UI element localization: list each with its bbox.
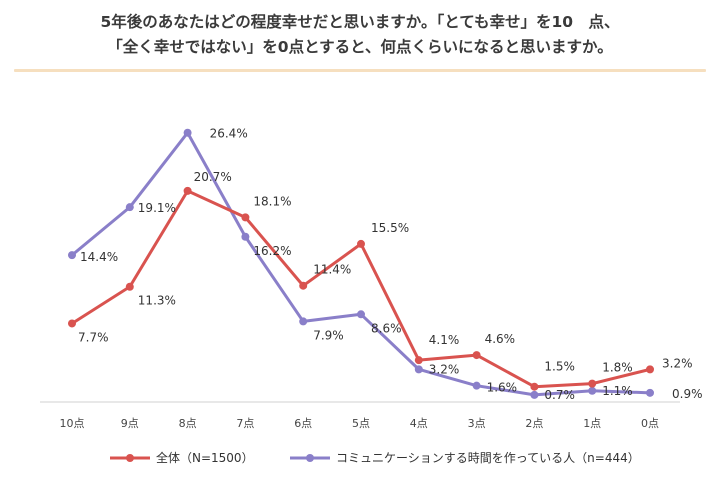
chart-title-line-2: 「全く幸せではない」を0点とすると、何点くらいになると思いますか。 xyxy=(107,38,613,56)
x-tick-label: 8点 xyxy=(179,417,197,430)
x-tick-label: 1点 xyxy=(583,417,601,430)
data-label: 11.3% xyxy=(138,294,176,308)
data-point xyxy=(588,386,597,395)
series-line-2 xyxy=(70,131,652,397)
data-point xyxy=(414,365,423,374)
data-label: 18.1% xyxy=(253,194,291,208)
data-label: 11.4% xyxy=(313,263,351,277)
data-label: 7.9% xyxy=(313,328,344,342)
data-point xyxy=(68,319,76,328)
x-tick-labels: 10点 9点 8点 7点 6点 5点 4点 3点 2点 1点 0点 xyxy=(60,417,660,430)
data-label: 15.5% xyxy=(371,221,409,235)
chart-title: 5年後のあなたはどの程度幸せだと思いますか。「とても幸せ」を10 点、 「全く幸… xyxy=(0,10,720,60)
x-tick-label: 6点 xyxy=(294,417,312,430)
x-tick-label: 10点 xyxy=(60,417,85,430)
data-label: 20.7% xyxy=(194,170,232,184)
data-label: 0.9% xyxy=(672,387,703,401)
data-point xyxy=(588,379,597,388)
data-point xyxy=(646,388,654,397)
legend-marker xyxy=(126,454,134,462)
data-label: 1.1% xyxy=(602,384,633,398)
data-label: 1.8% xyxy=(602,361,633,375)
x-tick-label: 5点 xyxy=(352,417,370,430)
data-point xyxy=(530,382,539,391)
data-label: 3.2% xyxy=(662,356,693,370)
data-point xyxy=(472,381,481,390)
data-labels: 7.7% 11.3% 20.7% 18.1% 11.4% 15.5% 4.1% 4.6% 1.5… xyxy=(78,127,703,402)
series-points xyxy=(68,128,654,399)
data-label: 19.1% xyxy=(138,201,176,215)
data-point xyxy=(299,317,308,326)
data-label: 0.7% xyxy=(544,388,575,402)
data-point xyxy=(299,281,308,290)
data-point xyxy=(183,186,192,195)
data-label: 26.4% xyxy=(210,127,248,141)
data-point xyxy=(125,203,134,212)
data-label: 8.6% xyxy=(371,321,402,335)
data-point xyxy=(530,390,539,399)
legend-label: 全体（N=1500） xyxy=(156,450,254,465)
x-tick-label: 3点 xyxy=(468,417,486,430)
data-point xyxy=(472,351,481,360)
data-point xyxy=(414,356,423,365)
data-point xyxy=(241,232,250,241)
data-label: 1.6% xyxy=(487,381,517,395)
x-tick-label: 9点 xyxy=(121,417,139,430)
data-point xyxy=(357,239,365,248)
data-label: 16.2% xyxy=(253,244,291,258)
data-label: 14.4% xyxy=(80,250,118,264)
title-divider xyxy=(14,69,706,72)
x-tick-label: 0点 xyxy=(641,417,659,430)
data-point xyxy=(68,251,76,260)
legend-label: コミュニケーションする時間を作っている人（n=444） xyxy=(336,451,640,465)
series-lines xyxy=(70,131,652,397)
data-point xyxy=(183,128,192,137)
x-tick-label: 2点 xyxy=(525,417,543,430)
data-label: 7.7% xyxy=(78,330,109,344)
legend: 全体（N=1500） コミュニケーションする時間を作っている人（n=444） xyxy=(110,450,640,465)
chart-title-line-1: 5年後のあなたはどの程度幸せだと思いますか。「とても幸せ」を10 点、 xyxy=(100,13,620,31)
data-label: 3.2% xyxy=(429,362,460,376)
data-point xyxy=(125,282,134,291)
x-tick-label: 7点 xyxy=(236,417,254,430)
data-point xyxy=(357,310,365,319)
data-point xyxy=(646,365,654,374)
data-label: 4.1% xyxy=(429,333,460,347)
data-label: 4.6% xyxy=(485,332,515,346)
data-label: 1.5% xyxy=(544,360,575,374)
legend-marker xyxy=(306,454,314,462)
series-line-1 xyxy=(70,189,652,389)
data-point xyxy=(241,213,250,222)
x-tick-label: 4点 xyxy=(410,417,428,430)
